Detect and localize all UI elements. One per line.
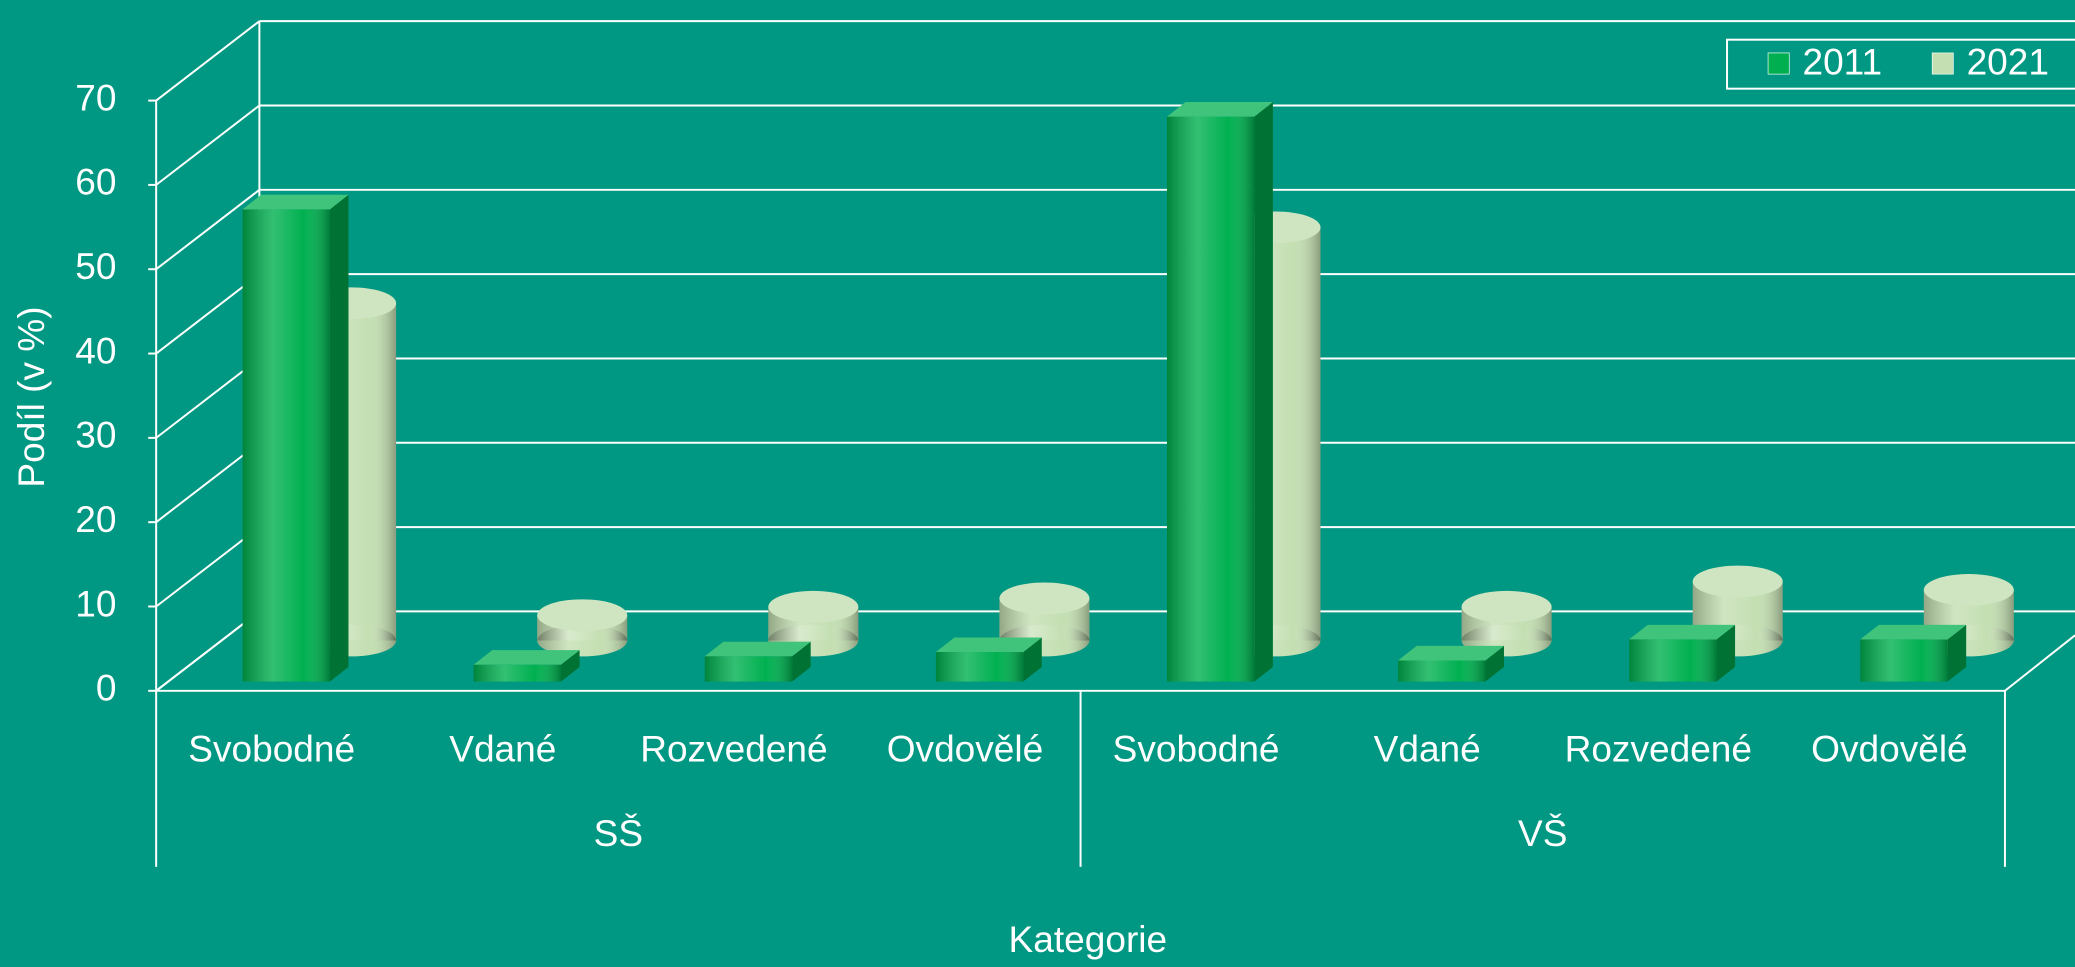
bar-top <box>1398 645 1504 661</box>
cylinder-shade <box>537 624 628 657</box>
bar-shade <box>1398 660 1486 682</box>
y-tick-label: 40 <box>75 329 116 371</box>
group-label: VŠ <box>1518 812 1567 854</box>
x-tick-label: Vdané <box>449 727 556 769</box>
bar-side-shade <box>1485 645 1504 682</box>
bar-shade <box>935 652 1024 682</box>
cylinder-top <box>999 582 1090 615</box>
cylinder-shine <box>1461 590 1552 623</box>
cylinder-top <box>537 599 628 632</box>
plot: Podíl (v %) Kategorie 0 10 20 30 40 50 60 70 Svo… <box>10 20 2075 960</box>
cylinder-top <box>1692 565 1783 598</box>
cylinder-shine <box>537 599 628 632</box>
x-tick-label: Vdané <box>1374 727 1481 769</box>
bar-top <box>1629 624 1736 640</box>
bar-side-shade <box>1947 624 1967 682</box>
bar-top-shine <box>242 194 349 210</box>
legend-label: 2011 <box>1802 41 1882 83</box>
bar-top <box>473 650 580 665</box>
y-tick-label: 50 <box>75 245 116 287</box>
cylinder-top <box>768 590 859 623</box>
bar-side-shade <box>1254 102 1273 682</box>
grid-line <box>155 526 260 608</box>
grid-line <box>155 104 260 186</box>
bar-shade <box>242 209 330 682</box>
bar-side-shade <box>792 641 811 682</box>
group-label: SŠ <box>594 812 643 854</box>
bar-shade <box>1166 116 1255 682</box>
x-axis-title: Kategorie <box>1009 918 1168 960</box>
x-tick-label: Rozvedené <box>1565 727 1752 769</box>
grid-line <box>155 357 260 439</box>
bar-side <box>561 650 580 682</box>
legend-swatch <box>1931 52 1954 75</box>
cylinder-shine <box>999 582 1090 615</box>
y-tick-label: 0 <box>96 667 117 709</box>
bar-side <box>792 641 811 682</box>
y-tick-label: 60 <box>75 161 116 203</box>
bar-side <box>1716 624 1736 682</box>
bar-top <box>242 194 349 210</box>
y-tick-label: 30 <box>75 414 116 456</box>
grid-line <box>155 441 260 523</box>
y-tick-label: 20 <box>75 498 116 540</box>
x-tick-label: Svobodné <box>188 727 355 769</box>
y-tick-label: 10 <box>75 582 116 624</box>
bar-shade <box>473 664 562 682</box>
bar-top-shine <box>1166 102 1273 117</box>
bar-top-shine <box>1860 624 1967 640</box>
grid-line <box>155 610 260 692</box>
grid-line <box>155 189 260 271</box>
bar-top <box>704 641 811 657</box>
grid-line <box>155 273 260 355</box>
bar-side <box>1485 645 1504 682</box>
bar-top-shine <box>935 637 1042 653</box>
grid-line <box>155 20 260 102</box>
bar-side-shade <box>1716 624 1736 682</box>
bar-side-shade <box>561 650 580 682</box>
y-tick-label: 70 <box>75 76 116 118</box>
cylinder-top <box>1923 574 2014 606</box>
bar-top <box>1166 102 1273 117</box>
cylinder-shine <box>1923 574 2014 606</box>
cylinder-top <box>1461 590 1552 623</box>
bar-side <box>1254 102 1273 682</box>
legend-label: 2021 <box>1967 41 2049 83</box>
bar-shade <box>1860 639 1948 682</box>
bar-side <box>1023 637 1042 682</box>
y-axis-title: Podíl (v %) <box>10 306 52 487</box>
x-tick-label: Ovdovělé <box>1811 727 1968 769</box>
bar-side-shade <box>329 194 349 682</box>
bar-top-shine <box>1629 624 1736 640</box>
bar-shade <box>1629 639 1717 682</box>
legend-swatch <box>1767 52 1790 75</box>
bar-top <box>1860 624 1967 640</box>
x-tick-label: Svobodné <box>1113 727 1280 769</box>
bar-top <box>935 637 1042 653</box>
x-tick-label: Ovdovělé <box>887 727 1044 769</box>
legend-box <box>1726 38 2075 90</box>
bar-side-shade <box>1023 637 1042 682</box>
cylinder-shine <box>768 590 859 623</box>
bar-top-shine <box>1398 645 1504 661</box>
bar-side <box>1947 624 1967 682</box>
bar-side <box>329 194 349 682</box>
bar-top-shine <box>704 641 811 657</box>
bar-top-shine <box>473 650 580 665</box>
bar-shade <box>704 656 793 682</box>
x-tick-label: Rozvedené <box>640 727 827 769</box>
cylinder-shine <box>1692 565 1783 598</box>
